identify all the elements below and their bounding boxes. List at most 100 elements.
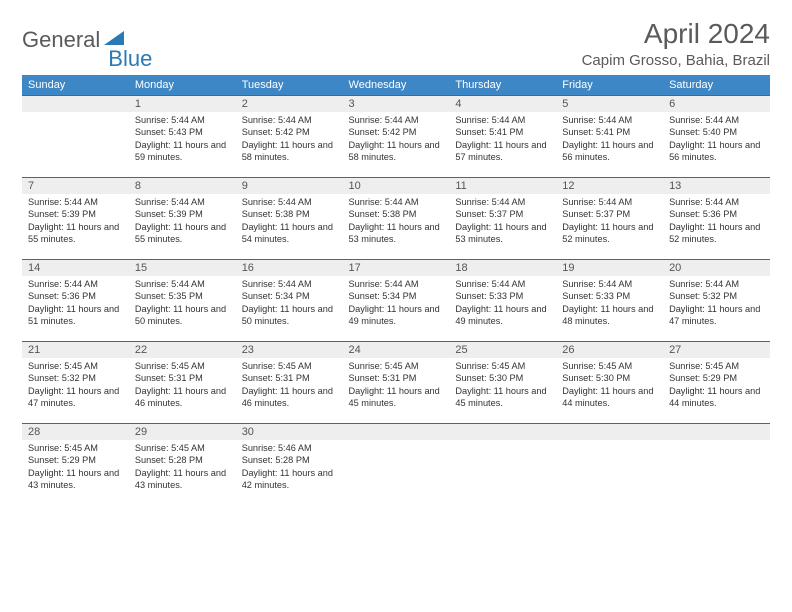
day-number: 18	[449, 259, 556, 276]
header: General Blue April 2024 Capim Grosso, Ba…	[22, 18, 770, 69]
day-content: Sunrise: 5:44 AMSunset: 5:37 PMDaylight:…	[449, 194, 556, 250]
day-number-empty	[343, 423, 450, 440]
calendar-cell	[663, 423, 770, 496]
day-number-empty	[449, 423, 556, 440]
calendar-week: 28Sunrise: 5:45 AMSunset: 5:29 PMDayligh…	[22, 423, 770, 496]
day-content: Sunrise: 5:45 AMSunset: 5:29 PMDaylight:…	[22, 440, 129, 496]
calendar-cell: 12Sunrise: 5:44 AMSunset: 5:37 PMDayligh…	[556, 177, 663, 259]
day-number: 10	[343, 177, 450, 194]
calendar-cell	[556, 423, 663, 496]
day-number: 19	[556, 259, 663, 276]
day-content: Sunrise: 5:45 AMSunset: 5:31 PMDaylight:…	[343, 358, 450, 414]
day-content: Sunrise: 5:45 AMSunset: 5:28 PMDaylight:…	[129, 440, 236, 496]
calendar-week: 21Sunrise: 5:45 AMSunset: 5:32 PMDayligh…	[22, 341, 770, 423]
day-content: Sunrise: 5:45 AMSunset: 5:31 PMDaylight:…	[236, 358, 343, 414]
day-content: Sunrise: 5:44 AMSunset: 5:40 PMDaylight:…	[663, 112, 770, 168]
day-content: Sunrise: 5:44 AMSunset: 5:37 PMDaylight:…	[556, 194, 663, 250]
calendar-cell: 25Sunrise: 5:45 AMSunset: 5:30 PMDayligh…	[449, 341, 556, 423]
day-number: 29	[129, 423, 236, 440]
day-content: Sunrise: 5:44 AMSunset: 5:38 PMDaylight:…	[343, 194, 450, 250]
calendar-cell: 3Sunrise: 5:44 AMSunset: 5:42 PMDaylight…	[343, 95, 450, 177]
day-number: 9	[236, 177, 343, 194]
day-header: Tuesday	[236, 75, 343, 95]
title-block: April 2024 Capim Grosso, Bahia, Brazil	[582, 18, 770, 69]
day-number: 17	[343, 259, 450, 276]
day-header: Thursday	[449, 75, 556, 95]
day-number-empty	[22, 95, 129, 112]
day-content: Sunrise: 5:44 AMSunset: 5:42 PMDaylight:…	[343, 112, 450, 168]
day-content: Sunrise: 5:44 AMSunset: 5:39 PMDaylight:…	[22, 194, 129, 250]
day-number: 21	[22, 341, 129, 358]
calendar-week: 14Sunrise: 5:44 AMSunset: 5:36 PMDayligh…	[22, 259, 770, 341]
calendar-cell: 4Sunrise: 5:44 AMSunset: 5:41 PMDaylight…	[449, 95, 556, 177]
calendar-week: 1Sunrise: 5:44 AMSunset: 5:43 PMDaylight…	[22, 95, 770, 177]
day-content: Sunrise: 5:45 AMSunset: 5:30 PMDaylight:…	[556, 358, 663, 414]
day-number: 24	[343, 341, 450, 358]
calendar-cell: 18Sunrise: 5:44 AMSunset: 5:33 PMDayligh…	[449, 259, 556, 341]
day-number: 14	[22, 259, 129, 276]
calendar-cell: 29Sunrise: 5:45 AMSunset: 5:28 PMDayligh…	[129, 423, 236, 496]
day-header: Wednesday	[343, 75, 450, 95]
day-number: 28	[22, 423, 129, 440]
day-header: Monday	[129, 75, 236, 95]
day-number: 1	[129, 95, 236, 112]
calendar-cell: 30Sunrise: 5:46 AMSunset: 5:28 PMDayligh…	[236, 423, 343, 496]
day-number: 4	[449, 95, 556, 112]
day-content: Sunrise: 5:44 AMSunset: 5:36 PMDaylight:…	[22, 276, 129, 332]
calendar-cell: 19Sunrise: 5:44 AMSunset: 5:33 PMDayligh…	[556, 259, 663, 341]
calendar-cell: 26Sunrise: 5:45 AMSunset: 5:30 PMDayligh…	[556, 341, 663, 423]
calendar-cell: 16Sunrise: 5:44 AMSunset: 5:34 PMDayligh…	[236, 259, 343, 341]
calendar-cell: 1Sunrise: 5:44 AMSunset: 5:43 PMDaylight…	[129, 95, 236, 177]
calendar-cell: 22Sunrise: 5:45 AMSunset: 5:31 PMDayligh…	[129, 341, 236, 423]
day-number: 26	[556, 341, 663, 358]
calendar-cell	[22, 95, 129, 177]
day-content: Sunrise: 5:45 AMSunset: 5:29 PMDaylight:…	[663, 358, 770, 414]
day-content: Sunrise: 5:44 AMSunset: 5:38 PMDaylight:…	[236, 194, 343, 250]
day-content: Sunrise: 5:45 AMSunset: 5:30 PMDaylight:…	[449, 358, 556, 414]
day-number-empty	[556, 423, 663, 440]
day-number: 27	[663, 341, 770, 358]
day-content: Sunrise: 5:44 AMSunset: 5:35 PMDaylight:…	[129, 276, 236, 332]
calendar-cell: 14Sunrise: 5:44 AMSunset: 5:36 PMDayligh…	[22, 259, 129, 341]
day-content: Sunrise: 5:44 AMSunset: 5:33 PMDaylight:…	[556, 276, 663, 332]
day-number-empty	[663, 423, 770, 440]
brand-part1: General	[22, 27, 100, 53]
day-content: Sunrise: 5:44 AMSunset: 5:42 PMDaylight:…	[236, 112, 343, 168]
calendar-cell: 9Sunrise: 5:44 AMSunset: 5:38 PMDaylight…	[236, 177, 343, 259]
day-content: Sunrise: 5:44 AMSunset: 5:34 PMDaylight:…	[343, 276, 450, 332]
day-number: 8	[129, 177, 236, 194]
day-number: 30	[236, 423, 343, 440]
month-title: April 2024	[582, 18, 770, 50]
day-header: Saturday	[663, 75, 770, 95]
day-number: 20	[663, 259, 770, 276]
day-content: Sunrise: 5:44 AMSunset: 5:41 PMDaylight:…	[449, 112, 556, 168]
calendar-cell: 10Sunrise: 5:44 AMSunset: 5:38 PMDayligh…	[343, 177, 450, 259]
calendar-cell: 11Sunrise: 5:44 AMSunset: 5:37 PMDayligh…	[449, 177, 556, 259]
day-number: 11	[449, 177, 556, 194]
day-content: Sunrise: 5:44 AMSunset: 5:34 PMDaylight:…	[236, 276, 343, 332]
day-content: Sunrise: 5:44 AMSunset: 5:32 PMDaylight:…	[663, 276, 770, 332]
day-content: Sunrise: 5:44 AMSunset: 5:39 PMDaylight:…	[129, 194, 236, 250]
day-number: 23	[236, 341, 343, 358]
calendar-cell: 8Sunrise: 5:44 AMSunset: 5:39 PMDaylight…	[129, 177, 236, 259]
calendar-cell: 28Sunrise: 5:45 AMSunset: 5:29 PMDayligh…	[22, 423, 129, 496]
day-number: 22	[129, 341, 236, 358]
brand-logo: General Blue	[22, 18, 152, 62]
calendar-cell: 20Sunrise: 5:44 AMSunset: 5:32 PMDayligh…	[663, 259, 770, 341]
day-content: Sunrise: 5:44 AMSunset: 5:43 PMDaylight:…	[129, 112, 236, 168]
day-header: Sunday	[22, 75, 129, 95]
day-number: 7	[22, 177, 129, 194]
calendar-cell: 24Sunrise: 5:45 AMSunset: 5:31 PMDayligh…	[343, 341, 450, 423]
calendar-header-row: SundayMondayTuesdayWednesdayThursdayFrid…	[22, 75, 770, 95]
calendar-cell: 17Sunrise: 5:44 AMSunset: 5:34 PMDayligh…	[343, 259, 450, 341]
day-content: Sunrise: 5:44 AMSunset: 5:41 PMDaylight:…	[556, 112, 663, 168]
day-number: 6	[663, 95, 770, 112]
calendar-body: 1Sunrise: 5:44 AMSunset: 5:43 PMDaylight…	[22, 95, 770, 496]
day-number: 3	[343, 95, 450, 112]
calendar-cell: 21Sunrise: 5:45 AMSunset: 5:32 PMDayligh…	[22, 341, 129, 423]
day-number: 5	[556, 95, 663, 112]
day-content: Sunrise: 5:45 AMSunset: 5:32 PMDaylight:…	[22, 358, 129, 414]
calendar-cell	[449, 423, 556, 496]
day-content: Sunrise: 5:44 AMSunset: 5:33 PMDaylight:…	[449, 276, 556, 332]
calendar-cell: 6Sunrise: 5:44 AMSunset: 5:40 PMDaylight…	[663, 95, 770, 177]
